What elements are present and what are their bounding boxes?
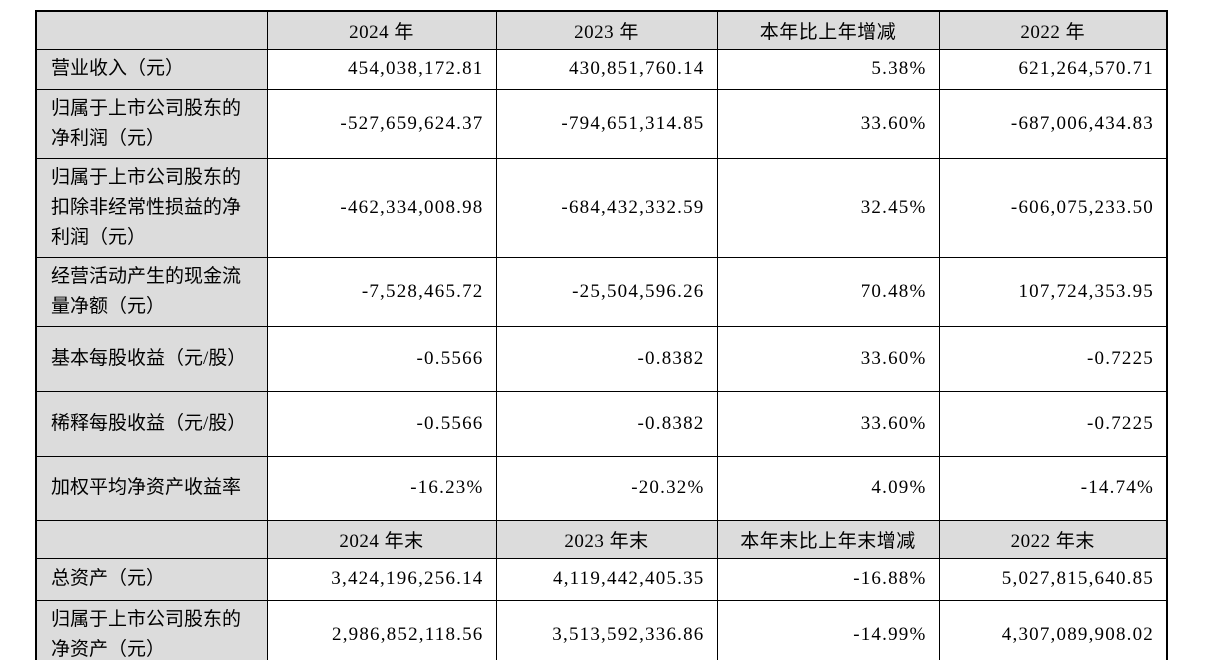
financial-summary-table: 2024 年 2023 年本年比上年增减 2022 年营业收入（元） 454,038,… xyxy=(35,10,1168,660)
metric-label-cell: 经营活动产生的现金流量净额（元） xyxy=(35,256,268,327)
column-header-cell: 2022 年 xyxy=(938,10,1168,50)
table-row: 加权平均净资产收益率 -16.23% -20.32% 4.09% -14.74% xyxy=(35,455,1168,521)
column-header-cell: 本年末比上年末增减 xyxy=(716,519,940,559)
table-row: 经营活动产生的现金流量净额（元） -7,528,465.72 -25,504,596… xyxy=(35,256,1168,327)
table-row: 总资产（元） 3,424,196,256.14 4,119,442,405.35 -1… xyxy=(35,557,1168,601)
table-row: 稀释每股收益（元/股） -0.5566 -0.8382 33.60% -0.7225 xyxy=(35,390,1168,457)
value-cell: 4,119,442,405.35 xyxy=(495,557,718,601)
metric-label-cell: 归属于上市公司股东的净利润（元） xyxy=(35,88,268,159)
value-cell: -14.74% xyxy=(938,455,1168,521)
table-row: 归属于上市公司股东的净资产（元） 2,986,852,118.56 3,513,59… xyxy=(35,599,1168,660)
column-header-cell: 本年比上年增减 xyxy=(716,10,940,50)
corner-cell xyxy=(35,519,268,559)
value-cell: -20.32% xyxy=(495,455,718,521)
table-row: 归属于上市公司股东的扣除非经常性损益的净利润（元） -462,334,008.98… xyxy=(35,157,1168,258)
value-cell: 4.09% xyxy=(716,455,940,521)
value-cell: 2,986,852,118.56 xyxy=(266,599,497,660)
value-cell: -16.88% xyxy=(716,557,940,601)
value-cell: 33.60% xyxy=(716,325,940,392)
year-end-header-row: 2024 年末 2023 年末 本年末比上年末增减 2022 年末 xyxy=(35,519,1168,559)
value-cell: -462,334,008.98 xyxy=(266,157,497,258)
value-cell: -606,075,233.50 xyxy=(938,157,1168,258)
metric-label-cell: 营业收入（元） xyxy=(35,48,268,90)
metric-label-cell: 总资产（元） xyxy=(35,557,268,601)
value-cell: 32.45% xyxy=(716,157,940,258)
metric-label-cell: 基本每股收益（元/股） xyxy=(35,325,268,392)
value-cell: -16.23% xyxy=(266,455,497,521)
value-cell: -527,659,624.37 xyxy=(266,88,497,159)
metric-label-cell: 归属于上市公司股东的扣除非经常性损益的净利润（元） xyxy=(35,157,268,258)
metric-label-cell: 稀释每股收益（元/股） xyxy=(35,390,268,457)
column-header-cell: 2023 年 xyxy=(495,10,718,50)
metric-label-cell: 加权平均净资产收益率 xyxy=(35,455,268,521)
value-cell: 5.38% xyxy=(716,48,940,90)
table-row: 归属于上市公司股东的净利润（元） -527,659,624.37 -794,651,… xyxy=(35,88,1168,159)
value-cell: 621,264,570.71 xyxy=(938,48,1168,90)
value-cell: 454,038,172.81 xyxy=(266,48,497,90)
value-cell: 70.48% xyxy=(716,256,940,327)
value-cell: -0.7225 xyxy=(938,390,1168,457)
annual-header-row: 2024 年 2023 年本年比上年增减 2022 年 xyxy=(35,10,1168,50)
value-cell: -794,651,314.85 xyxy=(495,88,718,159)
column-header-cell: 2024 年 xyxy=(266,10,497,50)
table-row: 基本每股收益（元/股） -0.5566 -0.8382 33.60% -0.7225 xyxy=(35,325,1168,392)
value-cell: -0.5566 xyxy=(266,325,497,392)
value-cell: 4,307,089,908.02 xyxy=(938,599,1168,660)
column-header-cell: 2022 年末 xyxy=(938,519,1168,559)
table-row: 营业收入（元） 454,038,172.81 430,851,760.14 5.38%… xyxy=(35,48,1168,90)
value-cell: 33.60% xyxy=(716,88,940,159)
value-cell: -14.99% xyxy=(716,599,940,660)
value-cell: -0.7225 xyxy=(938,325,1168,392)
corner-cell xyxy=(35,10,268,50)
metric-label-cell: 归属于上市公司股东的净资产（元） xyxy=(35,599,268,660)
value-cell: 430,851,760.14 xyxy=(495,48,718,90)
value-cell: -25,504,596.26 xyxy=(495,256,718,327)
column-header-cell: 2024 年末 xyxy=(266,519,497,559)
value-cell: 107,724,353.95 xyxy=(938,256,1168,327)
value-cell: -684,432,332.59 xyxy=(495,157,718,258)
value-cell: -7,528,465.72 xyxy=(266,256,497,327)
column-header-cell: 2023 年末 xyxy=(495,519,718,559)
value-cell: 33.60% xyxy=(716,390,940,457)
financial-table-body: 2024 年 2023 年本年比上年增减 2022 年营业收入（元） 454,038,… xyxy=(35,10,1168,660)
value-cell: 5,027,815,640.85 xyxy=(938,557,1168,601)
value-cell: -0.8382 xyxy=(495,390,718,457)
value-cell: -0.5566 xyxy=(266,390,497,457)
value-cell: -687,006,434.83 xyxy=(938,88,1168,159)
value-cell: 3,424,196,256.14 xyxy=(266,557,497,601)
value-cell: -0.8382 xyxy=(495,325,718,392)
value-cell: 3,513,592,336.86 xyxy=(495,599,718,660)
